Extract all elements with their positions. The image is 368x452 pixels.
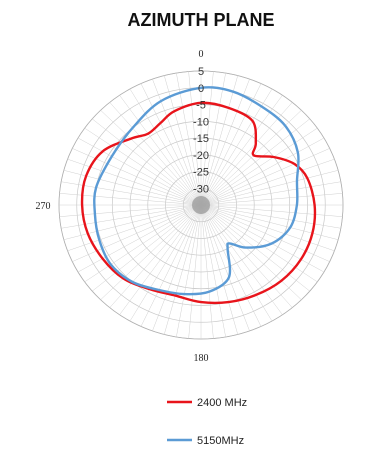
r-tick-label: -5: [196, 100, 206, 112]
grid-spoke: [200, 204, 325, 273]
grid-spoke: [100, 204, 202, 300]
grid-spoke: [200, 83, 262, 206]
grid-spoke: [200, 181, 341, 206]
grid-spoke: [200, 75, 238, 206]
grid-spoke: [188, 204, 202, 339]
grid-spoke: [67, 204, 202, 252]
grid-spoke: [176, 204, 202, 338]
grid-spoke: [200, 204, 339, 240]
grid-spoke: [200, 204, 273, 322]
grid-spoke: [200, 71, 214, 206]
grid-spoke: [84, 204, 202, 283]
r-tick-label: -10: [193, 116, 209, 128]
grid-spoke: [92, 118, 202, 206]
grid-spoke: [200, 95, 283, 206]
grid-spoke: [84, 127, 202, 206]
grid-spoke: [200, 204, 238, 335]
grid-spoke: [200, 204, 330, 262]
legend-label: 2400 MHz: [197, 397, 247, 409]
grid-spoke: [200, 102, 293, 206]
grid-spoke: [100, 110, 202, 206]
grid-spoke: [200, 204, 250, 332]
grid-spoke: [109, 204, 202, 308]
grid-spoke: [129, 204, 202, 322]
grid-spoke: [77, 204, 202, 273]
grid-spoke: [200, 78, 250, 206]
legend: 2400 MHz 5150MHz: [167, 397, 247, 447]
grid-spoke: [200, 204, 293, 308]
series-line: [93, 86, 300, 296]
legend-label: 5150MHz: [197, 435, 244, 447]
grid-spoke: [200, 72, 226, 206]
grid-spoke: [72, 148, 202, 206]
grid-spoke: [200, 204, 343, 217]
r-tick-label: -15: [193, 133, 209, 145]
grid-spoke: [92, 204, 202, 292]
grid-spoke: [72, 204, 202, 262]
grid-spoke: [200, 204, 341, 229]
grid-spoke: [63, 170, 202, 206]
grid-spoke: [119, 95, 202, 206]
angle-label: 270: [36, 201, 51, 212]
grid-spoke: [200, 148, 330, 206]
grid-spoke: [67, 158, 202, 206]
grid-spoke: [200, 204, 214, 339]
r-tick-label: -20: [193, 150, 209, 162]
grid-spoke: [140, 204, 202, 327]
grid-spoke: [200, 158, 335, 206]
grid-spoke: [176, 72, 202, 206]
grid-spoke: [200, 170, 339, 206]
grid-spoke: [152, 204, 202, 332]
grid-spoke: [200, 204, 302, 300]
series-line: [80, 101, 317, 305]
r-tick-label: -30: [193, 183, 209, 195]
angle-label: 0: [199, 49, 204, 60]
grid-spoke: [200, 88, 273, 206]
grid-spoke: [140, 83, 202, 206]
grid-spoke: [188, 71, 202, 206]
grid-spoke: [164, 204, 202, 335]
grid-spoke: [200, 204, 318, 283]
grid-center: [192, 196, 210, 214]
angle-label: 180: [194, 353, 209, 364]
axis-labels: 5 0 -5 -10 -15 -20 -25 -30 0 180 270: [36, 49, 209, 364]
grid-spoke: [109, 102, 202, 206]
grid-spoke: [200, 193, 343, 206]
grid-spoke: [200, 137, 325, 206]
grid-spoke: [77, 137, 202, 206]
chart-title: AZIMUTH PLANE: [128, 10, 275, 30]
r-tick-label: 5: [198, 66, 204, 78]
grid-spoke: [129, 88, 202, 206]
grid-spoke: [200, 204, 262, 327]
r-tick-label: 0: [198, 83, 204, 95]
grid-spoke: [200, 204, 283, 315]
grid-spoke: [200, 204, 335, 252]
r-tick-label: -25: [193, 167, 209, 179]
series-layer: [80, 86, 317, 305]
grid-spoke: [119, 204, 202, 315]
grid-spoke: [200, 204, 226, 338]
grid-spoke: [200, 127, 318, 206]
